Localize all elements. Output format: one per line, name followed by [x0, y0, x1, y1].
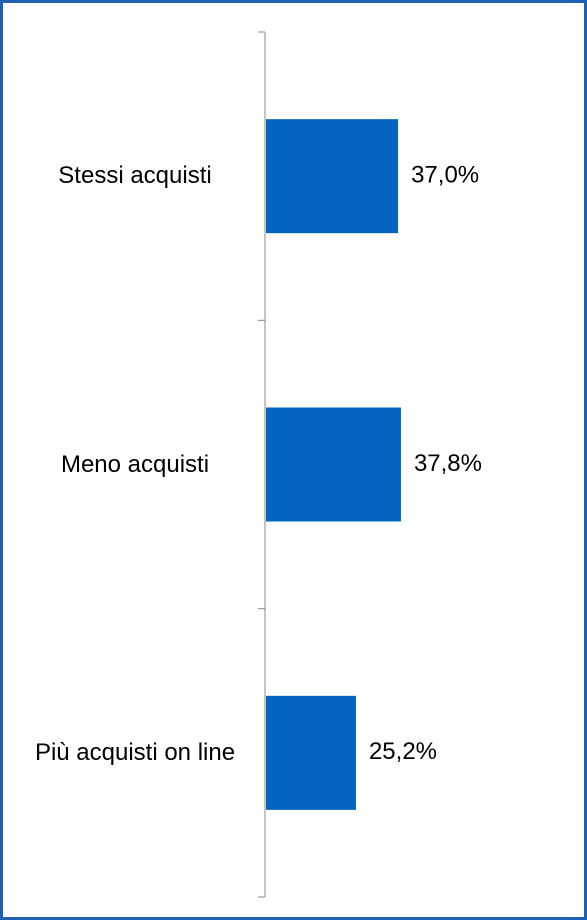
value-label: 37,0%	[411, 162, 479, 189]
bar	[266, 119, 399, 234]
category-label: Meno acquisti	[60, 450, 210, 478]
bar	[266, 695, 356, 810]
category-label: Stessi acquisti	[58, 162, 212, 190]
value-label: 25,2%	[369, 738, 437, 765]
chart: 37,0% 37,8% 25,2%	[258, 31, 482, 898]
value-label: 37,8%	[414, 450, 482, 477]
category-label: Più acquisti on line	[34, 738, 236, 766]
bar	[266, 407, 401, 522]
